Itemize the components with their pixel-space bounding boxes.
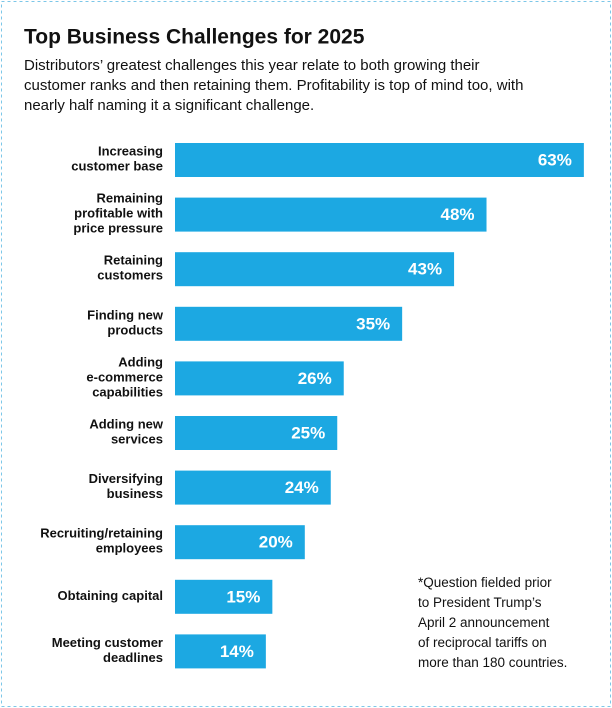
- value-label: 48%: [440, 205, 474, 224]
- value-label: 43%: [408, 260, 442, 279]
- bar: [175, 361, 344, 396]
- value-label: 26%: [298, 369, 332, 388]
- category-label: Increasing customer base: [71, 144, 163, 174]
- bar: [175, 634, 266, 669]
- category-label: Diversifying business: [89, 472, 163, 502]
- bar: [175, 306, 403, 341]
- bar: [175, 252, 455, 287]
- value-label: 14%: [220, 642, 254, 661]
- category-label: Remaining profitable with price pressure: [73, 191, 163, 236]
- value-label: 15%: [226, 587, 260, 606]
- bar: [175, 525, 305, 560]
- value-label: 24%: [285, 478, 319, 497]
- value-label: 20%: [259, 533, 293, 552]
- bar: [175, 579, 273, 614]
- category-label: Recruiting/retaining employees: [40, 526, 163, 556]
- value-label: 25%: [291, 423, 325, 442]
- category-label: Retaining customers: [97, 253, 163, 283]
- subtitle: Distributors’ greatest challenges this y…: [24, 57, 523, 114]
- annotation: *Question fielded prior to President Trum…: [418, 575, 567, 670]
- bar: [175, 470, 331, 505]
- bar: [175, 416, 338, 450]
- chart-title: Top Business Challenges for 2025: [24, 26, 365, 49]
- category-label: Obtaining capital: [58, 588, 163, 603]
- category-label: Adding e-commerce capabilities: [86, 355, 163, 400]
- category-label: Finding new products: [87, 308, 164, 338]
- value-label: 63%: [538, 150, 572, 169]
- category-label: Meeting customer deadlines: [52, 635, 163, 665]
- bar: [175, 197, 487, 232]
- bar: [175, 143, 584, 177]
- value-label: 35%: [356, 314, 390, 333]
- category-label: Adding new services: [89, 417, 164, 447]
